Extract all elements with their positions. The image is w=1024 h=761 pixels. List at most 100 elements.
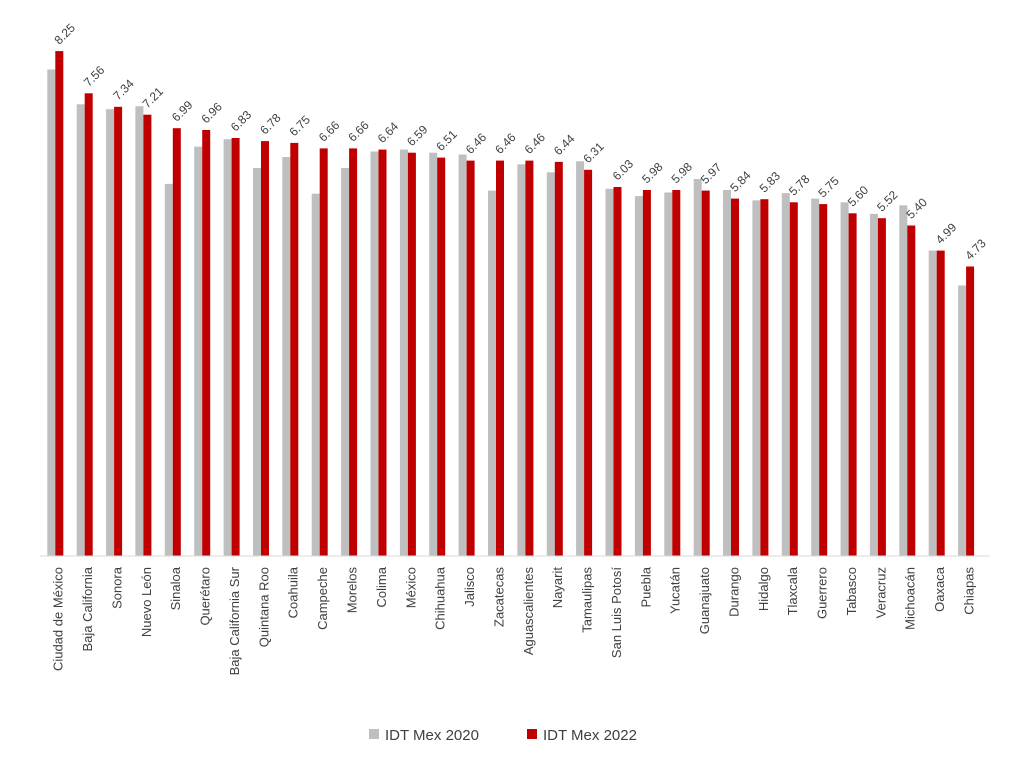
bar-2022-campeche (319, 148, 328, 556)
bar-2020-veracruz (869, 213, 878, 556)
bar-2022-sonora (114, 106, 123, 557)
bar-2022-jalisco (466, 160, 475, 556)
bars-group (47, 51, 975, 557)
bar-2022-colima (378, 149, 387, 556)
bar-2020-chiapas (958, 285, 967, 556)
bar-2020-ciudad-de-mexico (47, 69, 56, 556)
value-label-hidalgo: 5.83 (757, 169, 784, 196)
legend-swatch-2020 (369, 729, 379, 739)
category-label-ciudad-de-mexico: Ciudad de México (51, 567, 66, 671)
category-label-yucatan: Yucatán (668, 567, 683, 614)
bar-2022-mexico (407, 152, 416, 556)
value-label-puebla: 5.98 (639, 159, 666, 186)
value-label-tabasco: 5.60 (845, 183, 872, 210)
bar-2022-sinaloa (172, 128, 181, 556)
value-label-veracruz: 5.52 (874, 188, 901, 215)
bar-2020-san-luis-potosi (605, 188, 614, 557)
value-label-yucatan: 5.98 (669, 159, 696, 186)
bar-2022-veracruz (877, 218, 886, 556)
bar-2022-tamaulipas (584, 169, 593, 557)
category-label-colima: Colima (374, 566, 389, 607)
category-label-guerrero: Guerrero (815, 567, 830, 619)
bar-2022-nuevo-leon (143, 114, 152, 556)
value-label-jalisco: 6.46 (463, 130, 490, 157)
bar-2022-puebla (642, 190, 651, 556)
category-label-zacatecas: Zacatecas (491, 567, 506, 627)
value-label-zacatecas: 6.46 (492, 130, 519, 157)
category-label-queretaro: Querétaro (198, 567, 213, 626)
bar-2020-queretaro (194, 146, 203, 556)
value-label-aguascalientes: 6.46 (522, 130, 549, 157)
bar-2022-morelos (349, 148, 358, 556)
bar-2022-chihuahua (437, 157, 446, 556)
value-label-sonora: 7.34 (110, 76, 137, 103)
legend: IDT Mex 2020 IDT Mex 2022 (369, 727, 637, 744)
value-label-guerrero: 5.75 (815, 174, 842, 201)
bar-2020-tlaxcala (781, 193, 790, 556)
category-label-durango: Durango (726, 567, 741, 617)
bar-2022-baja-california-sur (231, 138, 240, 556)
value-label-baja-california: 7.56 (81, 63, 108, 90)
bar-2020-oaxaca (928, 250, 937, 556)
category-label-aguascalientes: Aguascalientes (521, 567, 536, 656)
value-label-morelos: 6.66 (345, 118, 372, 145)
legend-label-2020: IDT Mex 2020 (385, 727, 479, 744)
bar-2020-coahuila (282, 157, 291, 556)
bar-2022-guanajuato (701, 190, 710, 556)
category-label-veracruz: Veracruz (873, 567, 888, 618)
category-label-tabasco: Tabasco (844, 567, 859, 615)
bar-2022-yucatan (672, 190, 681, 556)
value-label-nayarit: 6.44 (551, 131, 578, 158)
bar-2020-quintana-roo (253, 168, 261, 556)
bar-2022-coahuila (290, 142, 299, 556)
bar-2022-hidalgo (760, 199, 769, 556)
category-label-san-luis-potosi: San Luis Potosí (609, 567, 624, 658)
bar-2022-michoacan (907, 225, 916, 556)
bar-2020-zacatecas (488, 190, 496, 556)
category-label-nayarit: Nayarit (550, 567, 565, 609)
bar-2022-aguascalientes (525, 160, 534, 556)
category-label-baja-california: Baja California (80, 566, 95, 651)
bar-2022-chiapas (966, 266, 975, 556)
bar-2020-campeche (311, 193, 320, 556)
value-label-coahuila: 6.75 (287, 112, 314, 139)
bar-2020-mexico (399, 149, 408, 556)
legend-label-2022: IDT Mex 2022 (543, 727, 637, 744)
category-label-tlaxcala: Tlaxcala (785, 566, 800, 615)
bar-2020-jalisco (458, 154, 467, 556)
bar-2020-puebla (634, 196, 643, 556)
bar-2022-zacatecas (496, 160, 504, 556)
category-label-hidalgo: Hidalgo (756, 567, 771, 611)
bar-2020-sinaloa (164, 183, 173, 556)
bar-2020-durango (723, 190, 731, 556)
value-label-queretaro: 6.96 (198, 99, 225, 126)
bar-2020-tamaulipas (576, 161, 585, 557)
category-label-morelos: Morelos (345, 567, 360, 614)
bar-2020-nayarit (546, 172, 555, 557)
bar-2020-yucatan (664, 192, 673, 556)
bar-2020-tabasco (840, 202, 849, 557)
category-label-quintana-roo: Quintana Roo (256, 567, 271, 647)
bar-2020-baja-california (76, 104, 85, 557)
bar-2020-nuevo-leon (135, 106, 144, 556)
category-label-campeche: Campeche (315, 567, 330, 630)
category-label-oaxaca: Oaxaca (932, 566, 947, 612)
bar-2022-quintana-roo (261, 141, 269, 556)
value-label-campeche: 6.66 (316, 118, 343, 145)
bar-2022-san-luis-potosi (613, 187, 622, 556)
category-label-michoacan: Michoacán (903, 567, 918, 630)
bar-2020-chihuahua (429, 152, 438, 556)
value-label-durango: 5.84 (727, 168, 754, 195)
bar-2022-ciudad-de-mexico (55, 51, 64, 556)
bar-2022-tabasco (848, 213, 857, 557)
value-label-colima: 6.64 (375, 119, 402, 146)
bar-2022-oaxaca (936, 250, 945, 556)
value-label-oaxaca: 4.99 (933, 220, 960, 247)
category-label-coahuila: Coahuila (286, 566, 301, 618)
category-label-nuevo-leon: Nuevo León (139, 567, 154, 637)
value-label-tlaxcala: 5.78 (786, 172, 813, 199)
bar-2022-tlaxcala (789, 202, 798, 557)
bar-2020-guerrero (811, 198, 820, 556)
category-label-baja-california-sur: Baja California Sur (227, 566, 242, 675)
